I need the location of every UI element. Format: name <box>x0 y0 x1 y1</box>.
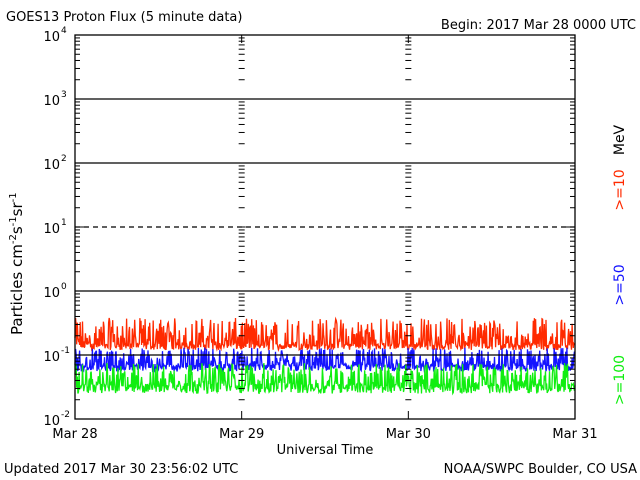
y-tick-label-1: 10 <box>43 350 60 365</box>
y-tick-base: 10 <box>43 222 60 237</box>
series-line-0 <box>74 316 576 352</box>
y-axis-label-sr: sr <box>8 202 26 217</box>
series-line-2 <box>74 362 576 396</box>
begin-time-label: Begin: 2017 Mar 28 0000 UTC <box>441 18 636 33</box>
y-tick-exponent-2: 0 <box>61 282 67 292</box>
y-tick-label-3: 10 <box>43 222 60 237</box>
x-tick-labels: Mar 28 Mar 29 Mar 30 Mar 31 <box>52 427 597 442</box>
y-tick-label-4: 10 <box>43 158 60 173</box>
y-tick-base: 10 <box>43 94 60 109</box>
plot-frame <box>74 34 576 420</box>
y-tick-base: 10 <box>43 30 60 45</box>
credit-label: NOAA/SWPC Boulder, CO USA <box>444 462 637 477</box>
y-tick-base: 10 <box>43 350 60 365</box>
y-tick-exponent-1: -1 <box>61 346 70 356</box>
series-layer <box>74 316 576 396</box>
y-tick-base: 10 <box>43 286 60 301</box>
y-tick-exponent-6: 4 <box>61 26 67 36</box>
y-tick-exponent-0: -2 <box>61 410 70 420</box>
y-tick-label-5: 10 <box>43 94 60 109</box>
energy-unit-label: MeV <box>612 124 628 155</box>
legend-label-50mev: >=50 <box>612 264 628 305</box>
y-tick-exponent-5: 3 <box>61 90 67 100</box>
legend-label-100mev: >=100 <box>612 355 628 405</box>
chart-title: GOES13 Proton Flux (5 minute data) <box>6 10 242 25</box>
y-tick-exponent-3: 1 <box>61 218 67 228</box>
x-tick-label-0: Mar 28 <box>52 427 97 442</box>
y-tick-label-6: 10 <box>43 30 60 45</box>
series-line-1 <box>74 347 576 374</box>
legend-label-10mev: >=10 <box>612 169 628 210</box>
x-tick-label-2: Mar 30 <box>386 427 431 442</box>
y-axis-label-exp3: -1 <box>8 192 19 202</box>
y-axis-label-main: Particles cm <box>8 244 26 335</box>
updated-timestamp: Updated 2017 Mar 30 23:56:02 UTC <box>4 462 238 477</box>
y-tick-exponent-4: 2 <box>61 154 67 164</box>
y-tick-label-0: 10 <box>43 414 60 429</box>
y-axis-label: Particles cm-2s-1sr-1 <box>8 192 26 335</box>
y-tick-base: 10 <box>43 158 60 173</box>
x-tick-label-1: Mar 29 <box>219 427 264 442</box>
grid-layer <box>74 34 576 420</box>
y-axis-label-exp2: -1 <box>8 216 19 226</box>
x-axis-label: Universal Time <box>277 443 374 458</box>
x-tick-label-3: Mar 31 <box>552 427 597 442</box>
y-axis-label-exp1: -2 <box>8 234 19 244</box>
y-tick-label-2: 10 <box>43 286 60 301</box>
y-tick-base: 10 <box>43 414 60 429</box>
y-axis-label-s: s <box>8 226 26 234</box>
